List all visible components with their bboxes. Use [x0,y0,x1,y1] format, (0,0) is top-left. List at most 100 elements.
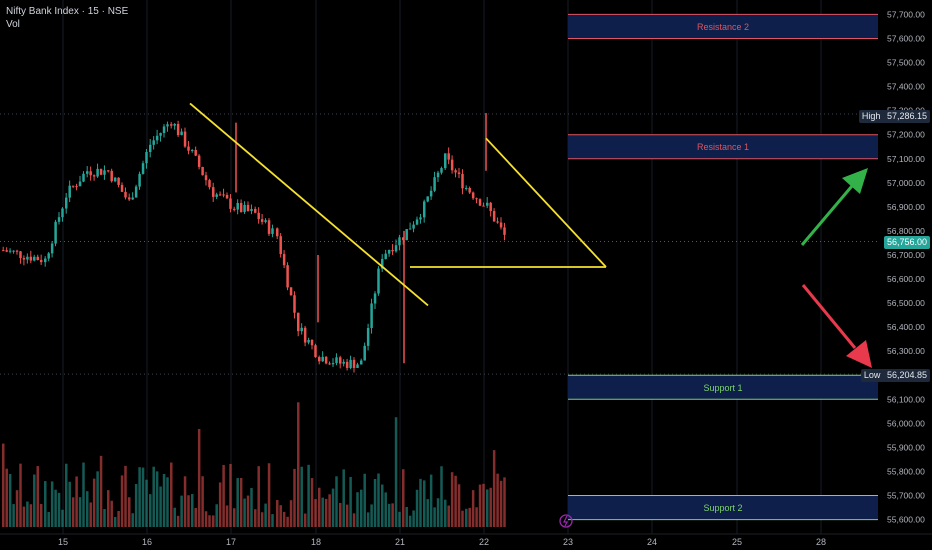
volume-bar [415,489,419,527]
candle-body [89,171,92,176]
candle-body [92,175,96,177]
volume-bar [138,467,141,527]
volume-bar [50,481,54,527]
candle-body [145,151,148,164]
volume-bar [482,483,485,527]
candle-body [478,199,482,206]
candle-body [370,303,373,328]
volume-bar [398,511,401,527]
volume-bar [293,468,296,527]
trendline[interactable] [485,137,607,268]
current-price-value: 56,756.00 [886,237,927,247]
symbol-title[interactable]: Nifty Bank Index · 15 · NSE [6,6,129,17]
high-marker-value: 57,286.15 [886,111,927,121]
candle-body [12,250,15,252]
volume-bar [419,478,422,527]
zone-support-2[interactable]: Support 2 [568,495,878,521]
candle-body [429,190,433,197]
volume-bar [267,463,271,527]
volume-bar [297,402,300,527]
candle-body [419,217,422,220]
volume-bar [264,503,267,527]
volume-bar [162,473,166,527]
volume-bar [250,488,253,527]
volume-bar [496,473,499,527]
candle-body [204,175,208,181]
volume-bar [120,475,124,527]
volume-bar [373,479,377,527]
price-axis-label: 57,000.00 [887,178,925,188]
bullish-arrow-icon [800,168,868,246]
arrow-head [842,168,868,194]
volume-bar [471,490,475,527]
volume-bar [222,464,225,527]
price-axis[interactable]: 57,700.0057,600.0057,500.0057,400.0057,3… [887,9,925,524]
price-axis-label: 55,800.00 [887,466,925,476]
price-axis-label: 56,800.00 [887,226,925,236]
time-axis-label: 18 [311,537,321,547]
volume-bar [356,492,359,527]
candle-body [68,185,71,198]
volume-bar [8,474,12,527]
candle-body [282,254,286,266]
candle-body [176,123,180,136]
candle-body [492,211,496,222]
zone-resistance-2[interactable]: Resistance 2 [568,13,878,39]
volume-bar [433,507,436,527]
volume-bar [328,494,331,527]
volume-bar [33,474,36,527]
candle-body [307,340,310,343]
trendline[interactable] [189,102,429,307]
volume-bar [166,477,169,527]
candle-body [276,228,279,237]
candle-body [447,153,450,160]
zone-box[interactable] [568,495,878,520]
volume-bar [141,467,145,527]
candle-body [324,356,328,364]
candle-body [475,198,478,200]
candle-body [257,212,260,220]
time-axis[interactable]: 15 16 17 18 21 22 23 24 25 28 [0,533,932,547]
candle-body [149,144,152,152]
volume-bar [12,504,15,527]
time-axis-label: 23 [563,537,573,547]
candle-body [19,251,22,259]
volume-bar [57,492,61,527]
candle-body [47,253,50,259]
zone-support-1[interactable]: Support 1 [568,374,878,400]
time-axis-label: 25 [732,537,742,547]
volume-bar [229,463,232,527]
candle-body [394,245,398,252]
volume-bar [149,494,152,527]
price-axis-label: 57,200.00 [887,130,925,140]
price-axis-label: 55,900.00 [887,442,925,452]
candle-body [486,202,489,206]
candle-body [128,197,131,200]
volume-bar [331,488,335,527]
candle-body [166,124,169,127]
event-icon-circle [559,514,573,528]
zone-resistance-1[interactable]: Resistance 1 [568,134,878,160]
candle-body [44,258,47,263]
volume-bar [47,512,50,527]
volume-bar [335,476,338,527]
time-axis-label: 15 [58,537,68,547]
zone-box[interactable] [568,134,878,159]
volume-bar [391,503,394,527]
volume-bar [176,515,180,527]
zone-box[interactable] [568,14,878,39]
zone-box[interactable] [568,375,878,400]
event-icon[interactable] [559,514,573,528]
volume-bar [387,503,391,527]
price-axis-label: 55,700.00 [887,491,925,501]
time-axis-label: 22 [479,537,489,547]
volume-bar [215,504,218,527]
candle-body [215,194,218,197]
volume-bar [197,428,201,527]
volume-bar [243,498,246,527]
candle-body [110,170,113,182]
candle-body [405,229,408,241]
volume-bar [352,513,356,527]
volume-bar [342,469,345,527]
